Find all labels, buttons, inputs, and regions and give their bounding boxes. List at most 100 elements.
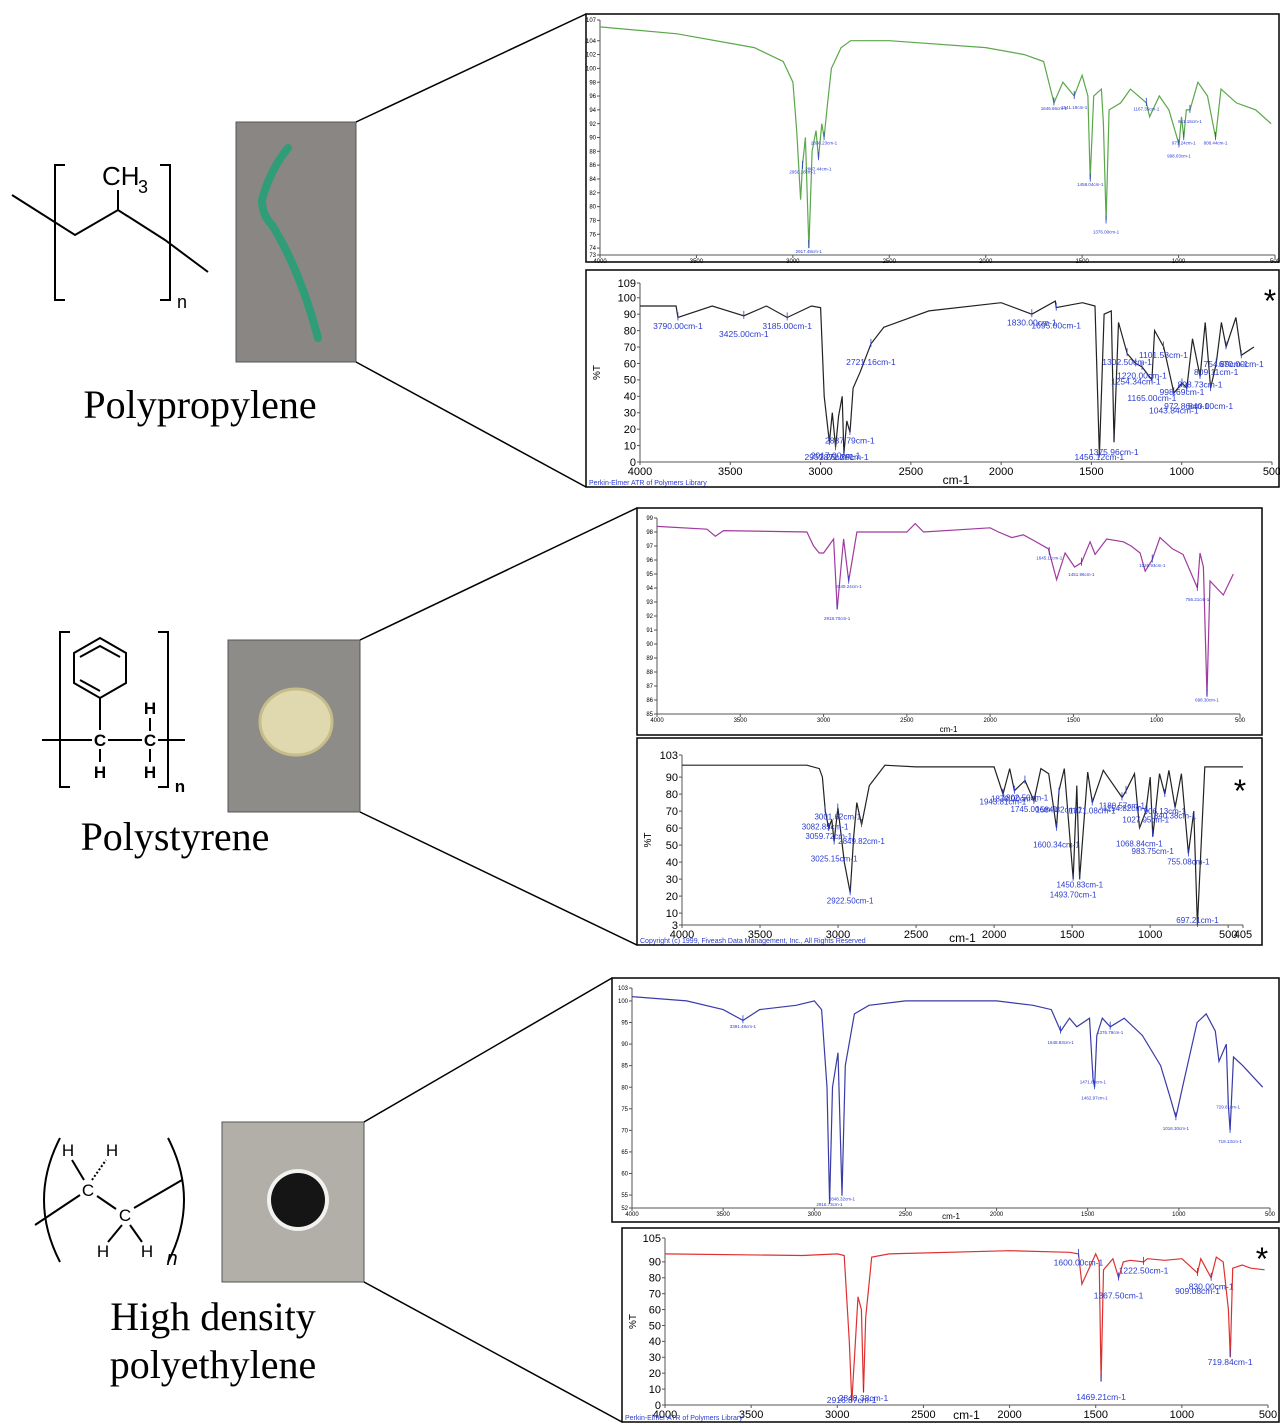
peak-label: 1043.84cm-1: [1149, 405, 1199, 415]
spectrum: [631, 996, 1264, 1204]
x-tick-label: 500: [1263, 466, 1280, 478]
x-tick-label: 2000: [982, 929, 1006, 941]
peak-label: 2916.73cm-1: [816, 1202, 843, 1207]
peak-label: 840.00cm-1: [1188, 401, 1233, 411]
peak-label: 670.00cm-1: [1219, 359, 1264, 369]
repeat-n: n: [175, 777, 185, 796]
x-tick-label: 3000: [825, 1409, 849, 1421]
y-tick-label: 85: [646, 712, 653, 718]
x-tick-label: 3000: [808, 1212, 822, 1218]
y-tick-label: 96: [589, 94, 596, 100]
y-tick-label: 98: [646, 530, 653, 536]
peak-label: 1493.70cm-1: [1050, 891, 1097, 900]
hdpe-structure: [34, 1137, 185, 1263]
peak-label: 1027.95cm-1: [1122, 815, 1169, 824]
peak-label: 972.86cm-1: [1164, 401, 1209, 411]
x-tick-label: 1000: [1170, 1409, 1194, 1421]
y-tick-label: 102: [586, 53, 597, 59]
atom: H: [62, 1141, 74, 1160]
material-name: Polystyrene: [81, 814, 270, 859]
bond: [107, 1224, 123, 1243]
y-tick-label: 85: [621, 1064, 628, 1070]
y-tick-label: 0: [655, 1400, 661, 1412]
y-tick-label: 52: [621, 1206, 628, 1212]
chart-frame: [636, 507, 1263, 736]
peak-label: 2916.87cm-1: [827, 1395, 877, 1405]
spectra: 7374767880828486889092949698100102104107…: [585, 13, 1280, 1423]
y-tick-label: 103: [660, 750, 678, 762]
y-tick-label: 70: [649, 1289, 661, 1301]
x-tick-label: 500: [1235, 718, 1246, 724]
y-tick-label: 50: [649, 1320, 661, 1332]
peak-label: 1376.00cm-1: [1093, 229, 1120, 234]
y-tick-label: 94: [646, 586, 653, 592]
chart-frame: [621, 1227, 1280, 1423]
peak-label: 3790.00cm-1: [653, 321, 703, 331]
x-axis-label: cm-1: [953, 1408, 980, 1422]
y-tick-label: 75: [621, 1107, 628, 1113]
y-axis-label: %T: [592, 365, 603, 380]
x-tick-label: 3500: [716, 1212, 730, 1218]
repeat-n: n: [166, 1248, 177, 1270]
photo-hdpe: [221, 1121, 365, 1283]
peak-label: 1648.83cm-1: [1047, 1040, 1074, 1045]
peak-label: 1450.83cm-1: [1056, 881, 1103, 890]
spectrum-chart: 0 10 20 30 40 50 60 70 80 90 100 109 4000 3500 3000 250…: [585, 269, 1280, 488]
y-tick-label: 60: [666, 823, 678, 835]
peak-label: 1456.12cm-1: [1075, 452, 1125, 462]
peak-label: 2849.82cm-1: [838, 837, 885, 846]
y-tick-label: 55: [621, 1193, 628, 1199]
bond: [96, 1195, 117, 1210]
bond: [133, 1179, 183, 1209]
connector: [363, 977, 613, 1123]
x-tick-label: 3500: [748, 929, 772, 941]
y-tick-label: 88: [589, 149, 596, 155]
y-tick-label: 10: [649, 1384, 661, 1396]
photo-frame: [235, 121, 357, 363]
spectrum-chart: 0 10 20 30 40 50 60 70 80 90 105 4000 3500 3000 2500 20…: [621, 1227, 1280, 1423]
photo-ps: [227, 639, 361, 813]
peak-label: 1101.58cm-1: [1139, 350, 1188, 360]
x-tick-label: 1500: [1060, 929, 1084, 941]
x-tick-label: 4000: [653, 1409, 677, 1421]
peak-label: 1154.82cm-1: [1103, 804, 1150, 813]
x-tick-label: 3500: [690, 259, 704, 265]
y-tick-label: 20: [666, 891, 678, 903]
x-tick-label: 500: [1270, 259, 1280, 265]
chart-frame: [585, 13, 1280, 263]
peak-label: 2721.16cm-1: [846, 357, 896, 367]
peak-label: 697.21cm-1: [1176, 916, 1219, 925]
peak-label: 2837.79cm-1: [825, 435, 875, 445]
x-tick-label: 2500: [883, 259, 897, 265]
spectrum: [599, 26, 1272, 249]
x-tick-label: 3000: [808, 466, 832, 478]
bond: [71, 1159, 85, 1181]
y-tick-label: 30: [624, 408, 636, 420]
peak-label: 3082.85cm-1: [802, 822, 849, 831]
sample: [271, 1173, 325, 1227]
peak-label: 1222.50cm-1: [1119, 1265, 1169, 1275]
peak-label: 1870.00cm-1: [991, 795, 1038, 804]
connector: [355, 361, 587, 488]
peak-label: 1600.00cm-1: [1054, 1257, 1104, 1267]
y-tick-label: 82: [589, 191, 596, 197]
y-tick-label: 30: [649, 1352, 661, 1364]
spectrum: [664, 1250, 1265, 1402]
peak-label: 1584.82cm-1: [1036, 806, 1083, 815]
y-tick-label: 80: [649, 1273, 661, 1285]
peak-label: 2848.38cm-1: [839, 1393, 889, 1403]
ps-atoms: C C H H H n: [94, 699, 185, 796]
x-tick-label: 1500: [1079, 466, 1103, 478]
y-tick-label: 3: [672, 920, 678, 932]
connector: [355, 13, 587, 123]
peak-label: 3025.15cm-1: [811, 854, 858, 863]
y-tick-label: 50: [666, 840, 678, 852]
peak-label: 3001.62cm-1: [814, 813, 861, 822]
peak-label: 2918.70cm-1: [824, 616, 851, 621]
x-tick-label: 500: [1219, 929, 1237, 941]
double-bond: [79, 679, 101, 692]
x-tick-label: 1000: [1172, 1212, 1186, 1218]
spectrum-chart: 310 20 30 40 50 60 70 80 90 103 4000 3500 3000 2500 20…: [636, 737, 1263, 946]
y-tick-label: 80: [624, 325, 636, 337]
double-bond: [79, 644, 121, 658]
